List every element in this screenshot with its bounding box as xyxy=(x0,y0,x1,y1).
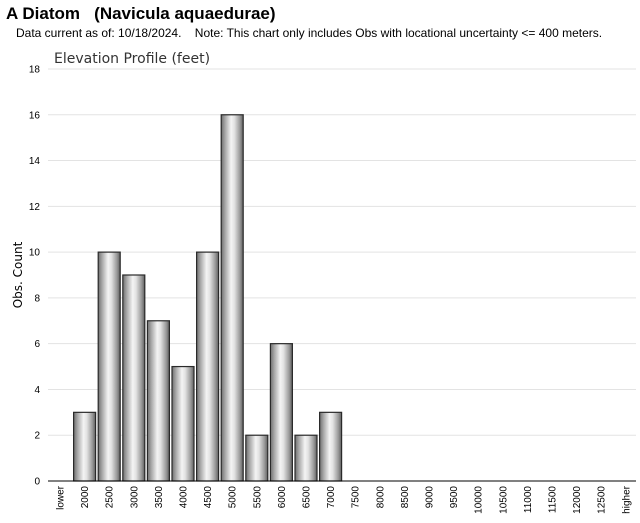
chart-title: Elevation Profile (feet) xyxy=(54,51,210,67)
x-tick-label: higher xyxy=(621,485,632,513)
y-tick-label: 6 xyxy=(34,339,40,350)
bar xyxy=(146,320,170,482)
y-axis-ticks: 0 2 4 6 8 10 12 14 16 18 xyxy=(29,65,41,488)
x-tick-label: 9000 xyxy=(425,486,436,509)
x-tick-label: lower xyxy=(56,485,67,510)
x-tick-label: 5000 xyxy=(228,486,239,509)
x-tick-label: 12000 xyxy=(572,486,583,514)
bar xyxy=(72,411,97,482)
y-tick-label: 4 xyxy=(34,385,40,396)
x-tick-label: 7500 xyxy=(351,486,362,509)
x-axis-ticks: lower 2000 2500 3000 3500 4000 4500 5000 5500 600… xyxy=(56,485,633,513)
bar xyxy=(171,365,195,482)
y-tick-label: 16 xyxy=(29,110,41,121)
y-axis-label: Obs. Count xyxy=(11,241,25,308)
x-tick-label: 3500 xyxy=(154,486,165,509)
y-tick-label: 8 xyxy=(34,293,40,304)
x-tick-label: 8000 xyxy=(375,486,386,509)
bar xyxy=(220,114,244,482)
x-tick-label: 8500 xyxy=(400,486,411,509)
x-tick-label: 6500 xyxy=(302,486,313,509)
bar xyxy=(122,274,146,482)
gridlines xyxy=(48,68,636,436)
x-tick-label: 2500 xyxy=(105,486,116,509)
page-title: A Diatom (Navicula aquaedurae) xyxy=(6,4,276,23)
x-tick-label: 10000 xyxy=(474,486,485,514)
x-tick-label: 9500 xyxy=(449,486,460,509)
y-tick-label: 12 xyxy=(29,202,41,213)
y-tick-label: 14 xyxy=(29,156,41,167)
y-tick-label: 2 xyxy=(34,431,40,442)
x-tick-label: 5500 xyxy=(252,486,263,509)
x-tick-label: 12500 xyxy=(597,486,608,514)
x-tick-label: 3000 xyxy=(129,486,140,509)
bar xyxy=(294,434,318,482)
x-tick-label: 10500 xyxy=(498,486,509,514)
x-tick-label: 6000 xyxy=(277,486,288,509)
y-tick-label: 10 xyxy=(29,248,41,259)
x-tick-label: 4000 xyxy=(179,486,190,509)
y-tick-label: 0 xyxy=(34,477,40,488)
x-tick-label: 4500 xyxy=(203,486,214,509)
data-note: Data current as of: 10/18/2024. Note: Th… xyxy=(16,26,603,40)
x-tick-label: 2000 xyxy=(80,486,91,509)
bar xyxy=(97,251,121,482)
x-tick-label: 11000 xyxy=(523,486,534,514)
y-tick-label: 18 xyxy=(29,65,41,76)
bar xyxy=(319,411,343,482)
bar xyxy=(269,343,293,482)
bar xyxy=(245,434,269,482)
bars xyxy=(72,114,343,482)
bar xyxy=(196,251,220,482)
x-tick-label: 11500 xyxy=(548,486,559,514)
x-tick-label: 7000 xyxy=(326,486,337,509)
